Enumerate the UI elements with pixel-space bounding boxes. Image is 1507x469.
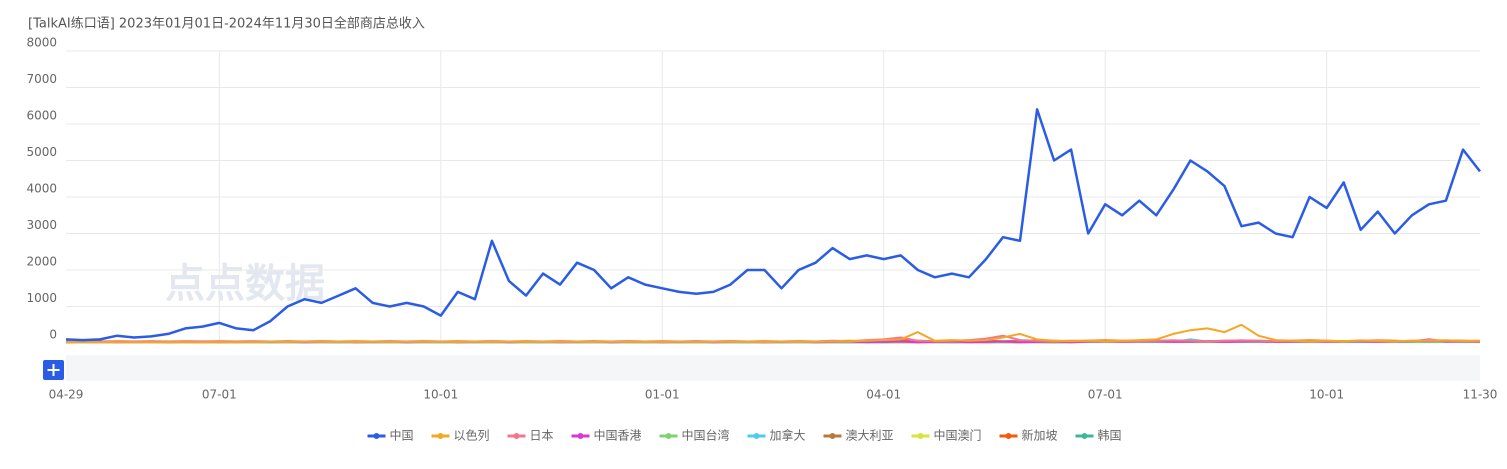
legend-dot bbox=[513, 433, 520, 439]
x-tick-label: 11-30 bbox=[1463, 388, 1498, 402]
y-tick-label: 3000 bbox=[26, 218, 57, 232]
legend-label: 澳大利亚 bbox=[846, 429, 894, 443]
x-tick-label: 07-01 bbox=[1088, 388, 1123, 402]
y-tick-label: 2000 bbox=[26, 255, 57, 269]
legend-dot bbox=[577, 433, 584, 439]
legend-dot bbox=[917, 433, 924, 439]
plus-icon bbox=[47, 364, 60, 376]
zoom-strip[interactable] bbox=[66, 355, 1480, 381]
y-tick-label: 5000 bbox=[26, 145, 57, 159]
y-tick-label: 4000 bbox=[26, 182, 57, 196]
legend-dot bbox=[1005, 433, 1012, 439]
legend-label: 中国台湾 bbox=[682, 428, 730, 443]
legend-dot bbox=[665, 433, 672, 439]
series-line bbox=[66, 323, 1480, 344]
y-tick-label: 1000 bbox=[26, 291, 57, 305]
legend-label: 加拿大 bbox=[770, 428, 806, 443]
y-tick-label: 0 bbox=[49, 328, 57, 342]
legend-dot bbox=[437, 433, 444, 439]
legend-label: 中国 bbox=[390, 428, 414, 443]
series-line bbox=[65, 108, 1481, 342]
legend-label: 中国香港 bbox=[594, 428, 642, 443]
legend-dot bbox=[753, 433, 760, 439]
x-tick-label: 04-01 bbox=[866, 388, 901, 402]
legend-label: 中国澳门 bbox=[934, 428, 982, 443]
legend-label: 以色列 bbox=[454, 429, 490, 443]
legend-label: 日本 bbox=[530, 429, 554, 443]
y-tick-label: 6000 bbox=[26, 109, 57, 123]
watermark: 点点数据 bbox=[165, 261, 325, 307]
x-tick-label: 07-01 bbox=[202, 388, 237, 402]
y-tick-label: 8000 bbox=[26, 36, 57, 50]
legend-label: 韩国 bbox=[1098, 428, 1122, 443]
x-tick-label: 10-01 bbox=[1309, 388, 1344, 402]
legend-label: 新加坡 bbox=[1022, 428, 1058, 443]
x-tick-label: 01-01 bbox=[645, 388, 680, 402]
legend-dot bbox=[373, 433, 380, 439]
chart-title: [TalkAI练口语] 2023年01月01日-2024年11月30日全部商店总… bbox=[28, 16, 425, 32]
x-tick-label: 04-29 bbox=[49, 388, 84, 402]
legend-dot bbox=[1081, 433, 1088, 439]
y-tick-label: 7000 bbox=[26, 72, 57, 86]
legend-dot bbox=[829, 433, 836, 439]
x-tick-label: 10-01 bbox=[423, 388, 458, 402]
